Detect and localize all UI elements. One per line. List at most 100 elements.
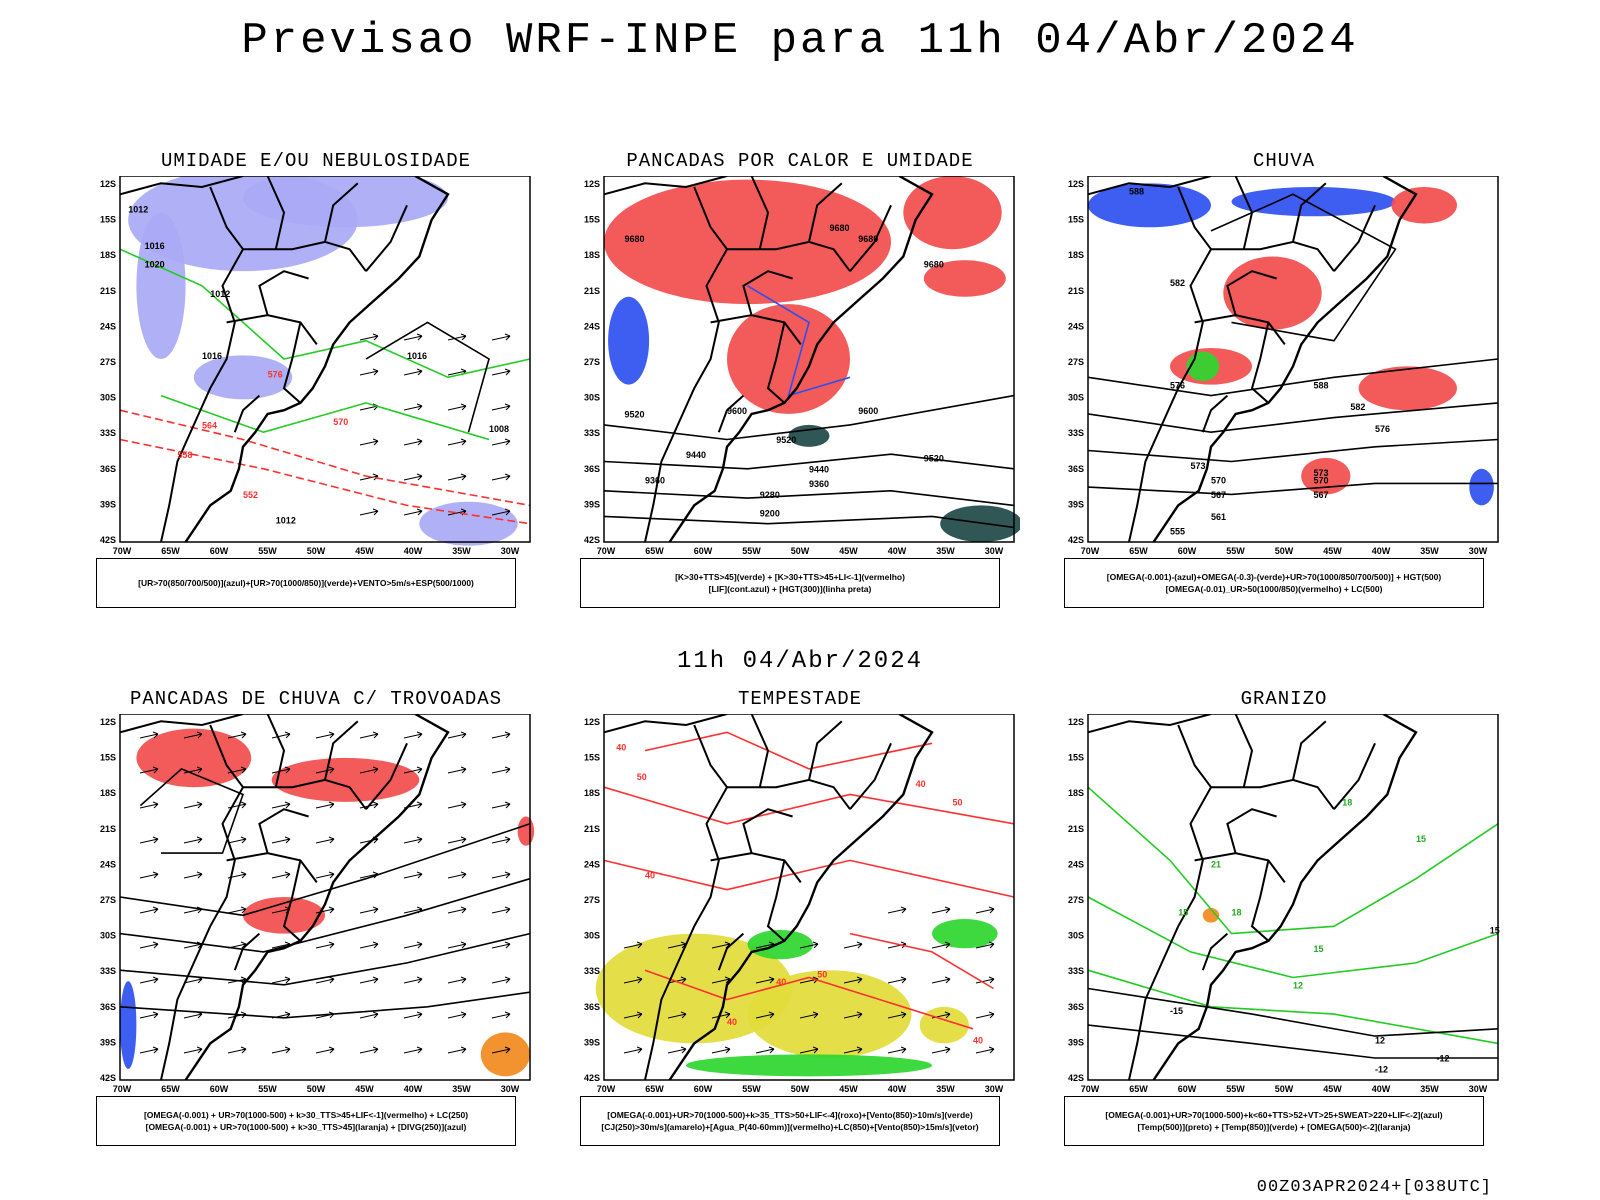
- lat-tick-label: 27S: [100, 895, 116, 905]
- contour-line: [603, 453, 1015, 470]
- lat-tick-label: 42S: [584, 535, 600, 545]
- wind-vector: [271, 871, 291, 879]
- contour-line: [1087, 896, 1499, 979]
- wind-vector: [359, 1046, 379, 1054]
- panel-title: GRANIZO: [1240, 688, 1328, 710]
- wind-vector: [491, 473, 511, 481]
- state-border: [324, 720, 359, 781]
- wind-vector: [975, 1046, 995, 1054]
- wind-vector: [183, 801, 203, 809]
- wind-vector: [139, 1046, 159, 1054]
- contour-label: 15: [1490, 926, 1500, 936]
- state-border: [226, 852, 318, 883]
- blue-field-region: [1231, 186, 1396, 217]
- legend-line: [K>30+TTS>45](verde) + [K>30+TTS>45+LI<-…: [675, 572, 905, 582]
- contour-label: 576: [1375, 424, 1390, 434]
- wind-vector: [447, 403, 467, 411]
- state-border: [644, 186, 729, 543]
- wind-vector: [183, 871, 203, 879]
- wind-vector: [843, 1011, 863, 1019]
- contour-label: 561: [1211, 512, 1226, 522]
- state-border: [750, 714, 770, 788]
- wind-vector: [491, 368, 511, 376]
- state-border: [1226, 808, 1277, 854]
- wind-vector: [403, 368, 423, 376]
- contour-label: 40: [776, 977, 786, 987]
- lat-tick-label: 21S: [100, 824, 116, 834]
- legend-line: [UR>70(850/700/500)](azul)+[UR>70(1000/8…: [138, 578, 474, 588]
- contour-label: 50: [817, 970, 827, 980]
- wind-vector: [139, 906, 159, 914]
- wind-vector: [315, 766, 335, 774]
- state-border: [266, 176, 286, 250]
- lat-tick-label: 36S: [1068, 464, 1084, 474]
- map-background: [1088, 714, 1498, 1080]
- wind-vector: [139, 941, 159, 949]
- lon-tick-label: 45W: [355, 546, 374, 556]
- wind-vector: [667, 1011, 687, 1019]
- wind-vector: [315, 836, 335, 844]
- contour-label: 50: [637, 772, 647, 782]
- legend-line: [OMEGA(-0.001)-(azul)+OMEGA(-0.3)-(verde…: [1106, 572, 1442, 582]
- legend-line: [Temp(500)](preto) + [Temp(850)](verde) …: [1137, 1122, 1411, 1132]
- state-border: [365, 742, 408, 810]
- contour-label: 1008: [489, 424, 509, 434]
- map-plot-area: 1012 1016 1020 1012 1016 576 570 564 558 552 1012 1…: [100, 176, 531, 556]
- lat-tick-label: 36S: [584, 464, 600, 474]
- wind-vector: [139, 871, 159, 879]
- lat-tick-label: 21S: [1068, 286, 1084, 296]
- wind-vector: [271, 766, 291, 774]
- wind-vector: [315, 801, 335, 809]
- red-field-region: [1223, 256, 1322, 330]
- wind-vector: [447, 731, 467, 739]
- model-run-stamp: 00Z03APR2024+[038UTC]: [1256, 1178, 1492, 1197]
- lat-tick-label: 39S: [100, 499, 116, 509]
- map-plot-area: 9680 9680 9680 9680 9600 9520 9440 9360 9280 9200…: [584, 176, 1020, 556]
- wind-vector: [711, 1011, 731, 1019]
- wind-vector: [359, 438, 379, 446]
- lon-tick-label: 60W: [694, 546, 713, 556]
- contour-line: [1087, 987, 1499, 1037]
- lat-tick-label: 42S: [100, 1073, 116, 1083]
- wind-vector: [315, 941, 335, 949]
- contour-line: [603, 515, 1015, 529]
- lon-tick-label: 60W: [210, 1084, 229, 1094]
- lon-tick-label: 55W: [1226, 546, 1245, 556]
- state-border: [644, 724, 729, 1081]
- contour-label: 1016: [145, 241, 165, 251]
- lon-tick-label: 70W: [597, 546, 616, 556]
- contour-label: 552: [243, 490, 258, 500]
- contour-line: [139, 767, 245, 854]
- lat-tick-label: 30S: [584, 393, 600, 403]
- legend-line: [OMEGA(-0.001) + UR>70(1000-500) + k>30_…: [143, 1110, 469, 1120]
- wind-vector: [491, 766, 511, 774]
- lon-tick-label: 55W: [742, 546, 761, 556]
- wind-vector: [271, 801, 291, 809]
- map-frame: [1087, 176, 1499, 543]
- wind-vector: [447, 438, 467, 446]
- wind-vector: [975, 976, 995, 984]
- wind-vector: [799, 941, 819, 949]
- wind-vector: [975, 1011, 995, 1019]
- contour-label: 9440: [809, 464, 829, 474]
- wind-vector: [931, 1046, 951, 1054]
- contour-label: 564: [202, 421, 217, 431]
- contour-label: 9680: [924, 260, 944, 270]
- lat-tick-label: 30S: [584, 931, 600, 941]
- orange-field-region: [480, 1032, 530, 1077]
- blue-field-region: [1469, 468, 1494, 506]
- state-border: [324, 182, 359, 243]
- wind-vector: [623, 1046, 643, 1054]
- lon-tick-label: 50W: [791, 546, 810, 556]
- lat-tick-label: 27S: [1068, 357, 1084, 367]
- wind-vector: [403, 941, 423, 949]
- state-border: [849, 204, 892, 272]
- wind-vector: [403, 766, 423, 774]
- wind-vector: [491, 333, 511, 341]
- contour-label: 582: [1170, 278, 1185, 288]
- panel-title: PANCADAS DE CHUVA C/ TROVOADAS: [129, 688, 503, 710]
- contour-label: 40: [645, 871, 655, 881]
- contour-label: 573: [1314, 468, 1329, 478]
- lon-tick-label: 70W: [1081, 546, 1100, 556]
- wind-vector: [139, 1011, 159, 1019]
